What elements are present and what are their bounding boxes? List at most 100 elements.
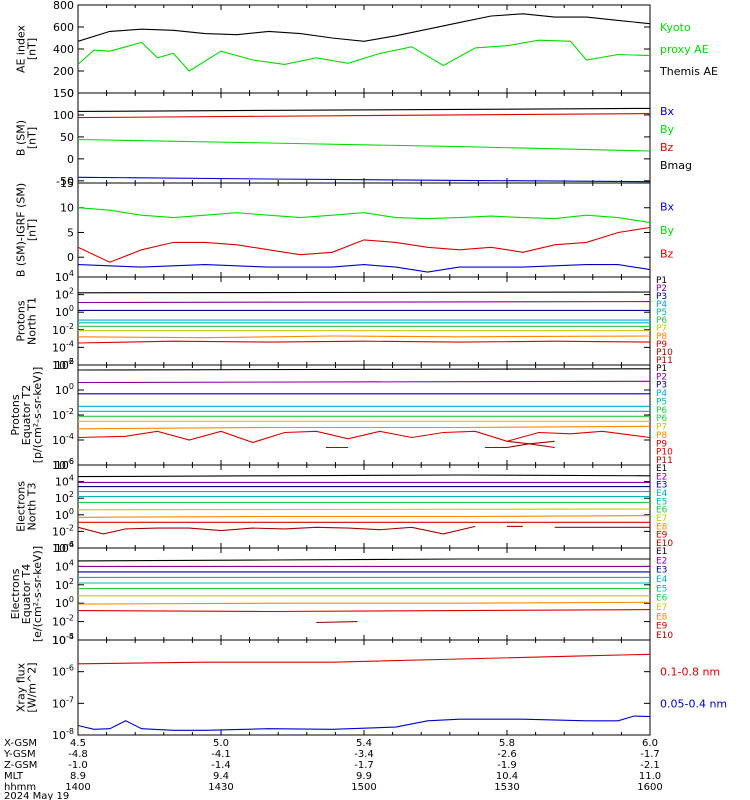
xray-series-line (77, 715, 651, 731)
xray-series-line (77, 653, 651, 665)
footer-value: 1530 (494, 782, 519, 793)
legend-entry: P4 (656, 389, 667, 399)
y-tick-label: 100 (55, 382, 74, 397)
ae-frame (77, 4, 651, 94)
xray-ylabel: [W/m^2] (26, 662, 39, 712)
legend-entry: E6 (656, 594, 668, 604)
y-tick-label: 10 (60, 202, 74, 215)
footer-row-label: hhmm (4, 782, 36, 793)
pe-ylabel: [p/(cm²-s-sr-keV)] (31, 367, 44, 464)
footer-value: 1600 (637, 782, 662, 793)
legend-entry: P9 (656, 439, 667, 449)
legend-entry: Bx (660, 105, 675, 118)
legend-entry: P6 (656, 414, 667, 424)
pe-frame (77, 364, 651, 466)
footer-value: 10.4 (496, 771, 518, 782)
en-frame (77, 464, 651, 549)
legend-entry: P7 (656, 423, 667, 433)
legend-entry: P8 (656, 431, 667, 441)
legend-entry: P9 (656, 340, 667, 350)
footer-row-label: X-GSM (4, 738, 37, 749)
legend-entry: 0.1-0.8 nm (660, 666, 720, 679)
ae-panel: 0 200 400 600 800 AE index[nT] Kyoto proxy AE Th… (15, 0, 718, 100)
legend-entry: By (660, 123, 675, 136)
legend-entry: E2 (656, 472, 667, 482)
y-tick-label: 150 (53, 87, 74, 100)
footer-value: 1400 (65, 782, 90, 793)
y-tick-label: 100 (53, 109, 74, 122)
footer-value: -4.8 (68, 749, 88, 760)
bsm-series-line (77, 107, 651, 112)
y-tick-label: 15 (60, 177, 74, 190)
legend-entry: By (660, 224, 675, 237)
y-tick-label: 10-2 (52, 523, 74, 538)
legend-entry: E10 (656, 539, 673, 549)
bsm-frame (77, 92, 651, 184)
legend-entry: E4 (656, 575, 668, 585)
y-tick-label: 102 (55, 287, 74, 302)
en-series-line (77, 474, 651, 478)
y-tick-label: 0 (67, 251, 74, 264)
ae-series-line (77, 13, 651, 42)
pe-series-line (484, 443, 555, 449)
y-tick-label: 10-7 (52, 695, 74, 710)
footer-value: -1.7 (640, 749, 660, 760)
y-tick-label: 10-5 (52, 632, 74, 647)
footer-row-label: MLT (4, 771, 24, 782)
legend-entry: E5 (656, 584, 667, 594)
legend-entry: P5 (656, 308, 667, 318)
y-tick-label: 200 (53, 65, 74, 78)
legend-entry: E4 (656, 489, 668, 499)
pe-series-line (77, 380, 651, 384)
legend-entry: 0.05-0.4 nm (660, 697, 727, 710)
ae-ylabel: AE index (15, 24, 28, 73)
ae-series-line (77, 39, 651, 72)
y-tick-label: 0 (67, 153, 74, 166)
y-tick-label: 400 (53, 43, 74, 56)
legend-entry: P1 (656, 364, 667, 374)
ee-ylabel: Electrons (9, 568, 22, 619)
legend-entry: P1 (656, 276, 667, 286)
y-tick-label: 104 (55, 474, 74, 489)
y-tick-label: 10-6 (52, 664, 74, 679)
pe-series-line (77, 430, 651, 444)
y-tick-label: 800 (53, 0, 74, 12)
y-tick-label: 106 (55, 457, 74, 472)
bres-panel: 0 5 10 15 B (SM)-IGRF (SM)[nT] Bx By Bz (15, 177, 675, 278)
ee-series-line (77, 609, 651, 613)
legend-entry: P3 (656, 292, 667, 302)
y-tick-label: 0 (67, 87, 74, 100)
y-tick-label: 10-4 (52, 339, 74, 354)
legend-entry: E1 (656, 547, 667, 557)
bres-frame (77, 182, 651, 278)
legend-entry: E9 (656, 531, 668, 541)
footer-date: 2024 May 19 (4, 791, 69, 800)
bres-ylabel: B (SM)-IGRF (SM) (15, 183, 28, 277)
legend-entry: P3 (656, 381, 667, 391)
bres-ylabel: [nT] (26, 219, 39, 241)
footer-value: -2.1 (640, 760, 660, 771)
legend-entry: E9 (656, 622, 668, 632)
legend-entry: Bz (660, 248, 674, 261)
bres-series-line (77, 264, 651, 273)
en-series-line (77, 508, 651, 511)
bsm-series-line (77, 113, 651, 119)
y-tick-label: 10-2 (52, 407, 74, 422)
footer-value: 4.5 (70, 738, 86, 749)
legend-entry: E3 (656, 481, 667, 491)
bsm-ylabel: B (SM) (15, 120, 28, 156)
legend-entry: Kyoto (660, 21, 691, 34)
y-tick-label: 102 (55, 577, 74, 592)
footer-row-label: Y-GSM (3, 749, 36, 760)
en-series-line (77, 515, 651, 518)
legend-entry: E10 (656, 631, 673, 641)
ee-series-line (77, 601, 651, 605)
footer-value: 9.9 (356, 771, 372, 782)
legend-entry: P6 (656, 406, 667, 416)
pn-series-line (77, 301, 651, 304)
pn-frame (77, 276, 651, 366)
footer-value: -3.4 (354, 749, 374, 760)
